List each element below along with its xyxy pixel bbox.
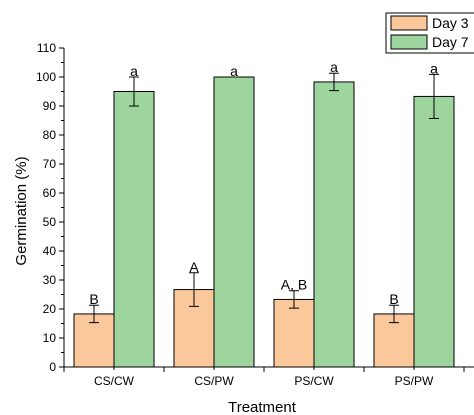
- y-tick-label: 100: [36, 70, 56, 84]
- y-tick-label: 60: [43, 186, 57, 200]
- y-axis-title: Germination (%): [13, 156, 30, 265]
- significance-labels-layer: Ba Aa A, B a Ba: [89, 59, 438, 307]
- x-axis-title: Treatment: [228, 399, 297, 415]
- bar-day-7-ps-pw: [413, 95, 455, 368]
- y-tick-label: 50: [43, 215, 57, 229]
- bar-day-3-ps-cw: [273, 298, 315, 368]
- legend: Day 3 Day 7: [385, 12, 474, 54]
- legend-swatch-day-7: [390, 34, 428, 50]
- x-tick-label: CS/PW: [194, 374, 234, 388]
- x-tick-label: PS/PW: [395, 374, 434, 388]
- y-tick-label: 0: [49, 360, 56, 374]
- y-tick-label: 110: [37, 41, 56, 55]
- bar-day-7-cs-cw: [113, 91, 155, 368]
- y-tick-label: 30: [43, 273, 57, 287]
- y-tick-label: 90: [43, 99, 57, 113]
- significance-label: a: [130, 63, 138, 79]
- significance-label: A: [189, 259, 199, 275]
- bar-day-7-ps-cw: [313, 81, 355, 368]
- y-tick-label: 40: [43, 244, 57, 258]
- significance-label: A, B: [281, 277, 307, 293]
- significance-label: B: [89, 291, 98, 307]
- x-tick-label: CS/CW: [94, 374, 135, 388]
- significance-label: a: [330, 59, 338, 75]
- axes-layer: 0 10 20 30 40 50 60 70 80 90 100 110 CS/CW CS/PW PS/CW…: [36, 41, 474, 388]
- bars-layer: [73, 76, 455, 368]
- significance-label: a: [430, 60, 438, 76]
- legend-label-day-7: Day 7: [432, 34, 469, 50]
- legend-label-day-3: Day 3: [432, 15, 469, 31]
- y-tick-label: 10: [43, 331, 57, 345]
- legend-swatch-day-3: [390, 15, 428, 31]
- error-bars-layer: [89, 72, 439, 324]
- x-tick-label: PS/CW: [294, 374, 334, 388]
- y-tick-label: 70: [43, 157, 57, 171]
- significance-label: B: [389, 291, 398, 307]
- y-tick-label: 20: [43, 302, 57, 316]
- y-tick-label: 80: [43, 128, 57, 142]
- significance-label: a: [230, 63, 238, 79]
- bar-day-7-cs-pw: [213, 76, 255, 368]
